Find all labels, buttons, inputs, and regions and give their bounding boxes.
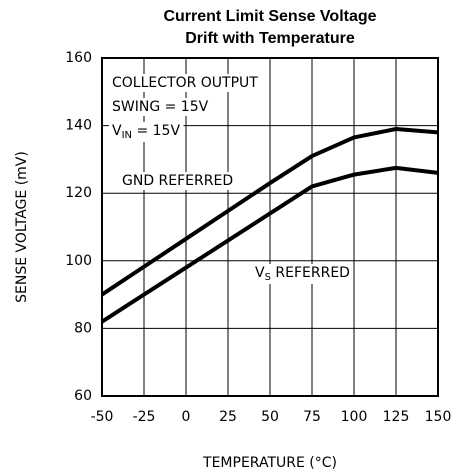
annotation-part: V [255,265,265,281]
x-tick-label: 50 [261,409,279,425]
chart-title: Drift with Temperature [185,30,355,47]
y-tick-label: 160 [65,50,92,66]
y-axis-label: SENSE VOLTAGE (mV) [14,151,30,303]
y-tick-label: 100 [65,253,92,269]
chart-title: Current Limit Sense Voltage [163,8,376,25]
annotation: VIN = 15V [112,123,180,141]
annotation-part: S [265,272,271,283]
annotation-background [109,122,184,142]
y-tick-label: 140 [65,118,92,134]
y-tick-label: 60 [74,388,92,404]
annotation-part: GND REFERRED [122,173,233,189]
series-line [100,126,439,297]
annotation-background [252,264,353,284]
plot-frame [101,57,439,397]
annotation-part: IN [122,130,132,141]
x-tick-label: 100 [341,409,368,425]
x-tick-label: 0 [182,409,191,425]
annotation-part: REFERRED [271,265,350,281]
annotation-part: SWING = 15V [112,99,209,115]
annotation: COLLECTOR OUTPUT [112,75,258,91]
x-axis-label: TEMPERATURE (°C) [202,455,337,471]
annotation-part: = 15V [132,123,180,139]
x-tick-label: 25 [219,409,237,425]
annotation-background [119,172,237,190]
annotation-part: COLLECTOR OUTPUT [112,75,258,91]
annotation: SWING = 15V [112,99,209,115]
x-tick-label: 125 [383,409,410,425]
x-tick-label: 150 [425,409,452,425]
x-tick-label: -50 [91,409,114,425]
annotation: GND REFERRED [122,173,233,189]
annotation-part: V [112,123,122,139]
series-line [100,165,439,324]
annotation: VS REFERRED [255,265,350,283]
x-tick-label: 75 [303,409,321,425]
y-tick-label: 120 [65,185,92,201]
annotation-background [109,74,262,92]
annotation-background [109,98,212,116]
y-tick-label: 80 [74,320,92,336]
x-tick-label: -25 [133,409,156,425]
